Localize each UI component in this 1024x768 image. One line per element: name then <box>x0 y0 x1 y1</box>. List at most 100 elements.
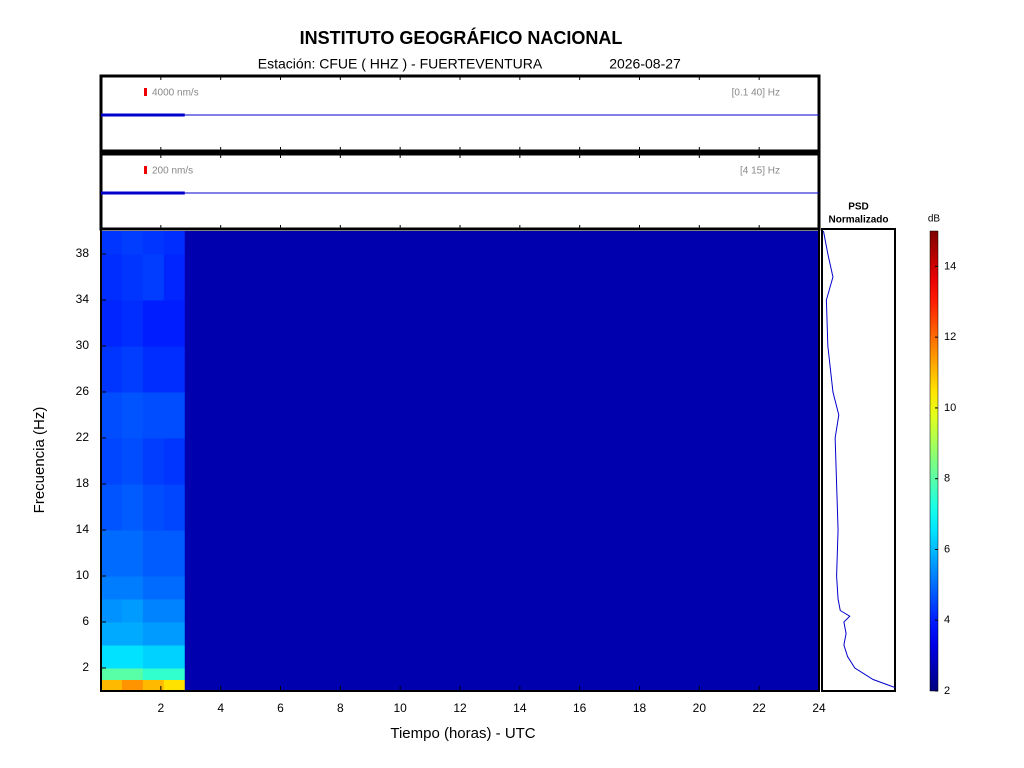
heat-cell <box>101 438 123 485</box>
heat-cell <box>121 576 144 600</box>
psd-line <box>822 230 896 689</box>
x-tick-label: 24 <box>812 701 826 715</box>
heat-cell <box>184 679 820 692</box>
y-tick-label: 38 <box>76 246 90 260</box>
heat-cell <box>121 668 144 680</box>
heat-cell <box>121 300 144 347</box>
heat-cell <box>163 231 186 255</box>
x-tick-label: 14 <box>513 701 527 715</box>
heat-cell <box>163 300 186 347</box>
heat-cell <box>101 679 123 692</box>
title: INSTITUTO GEOGRÁFICO NACIONAL <box>300 27 623 48</box>
heat-cell <box>142 599 165 623</box>
heat-cell <box>184 645 820 669</box>
colorbar-tick-label: 6 <box>944 543 950 555</box>
heat-cell <box>121 599 144 623</box>
y-axis-label: Frecuencia (Hz) <box>31 407 48 514</box>
heat-cell <box>101 645 123 669</box>
x-tick-label: 18 <box>633 701 647 715</box>
heat-cell <box>101 599 123 623</box>
heat-cell <box>163 254 186 301</box>
psd-frame <box>821 228 896 692</box>
x-tick-label: 16 <box>573 701 587 715</box>
heat-cell <box>163 679 186 692</box>
heat-cell <box>121 645 144 669</box>
heat-cell <box>101 484 123 531</box>
heat-cell <box>142 231 165 255</box>
heat-cell <box>121 622 144 646</box>
heat-cell <box>184 254 820 301</box>
colorbar-tick-label: 12 <box>944 331 956 343</box>
heat-cell <box>184 576 820 600</box>
x-axis-label: Tiempo (horas) - UTC <box>390 725 535 742</box>
scale-label: 200 nm/s <box>152 166 193 177</box>
x-tick-label: 2 <box>157 701 164 715</box>
colorbar-tick-label: 4 <box>944 614 950 626</box>
heat-cell <box>121 346 144 393</box>
trace-panel <box>99 152 821 231</box>
heat-cell <box>142 254 165 301</box>
heat-cell <box>163 346 186 393</box>
band-label: [0.1 40] Hz <box>732 88 780 99</box>
y-tick-label: 26 <box>76 384 90 398</box>
psd-title: Normalizado <box>828 215 888 226</box>
heat-cell <box>184 530 820 577</box>
psd-title: PSD <box>848 202 869 213</box>
heat-cell <box>163 645 186 669</box>
heat-cell <box>101 530 123 577</box>
heat-cell <box>121 392 144 439</box>
y-tick-label: 10 <box>76 568 90 582</box>
heat-cell <box>101 668 123 680</box>
heat-cell <box>121 231 144 255</box>
scale-marker <box>144 88 147 96</box>
heat-cell <box>101 392 123 439</box>
colorbar-tick-label: 8 <box>944 473 950 485</box>
heat-cell <box>184 599 820 623</box>
heat-cell <box>184 438 820 485</box>
scale-marker <box>144 166 147 174</box>
heat-cell <box>142 438 165 485</box>
heat-cell <box>163 530 186 577</box>
x-tick-label: 8 <box>337 701 344 715</box>
heat-cell <box>142 622 165 646</box>
heat-cell <box>101 622 123 646</box>
y-tick-label: 14 <box>76 522 90 536</box>
y-tick-label: 22 <box>76 430 90 444</box>
x-tick-label: 10 <box>393 701 407 715</box>
x-tick-label: 22 <box>752 701 766 715</box>
date: 2026-08-27 <box>609 56 681 72</box>
heat-cell <box>142 645 165 669</box>
heat-cell <box>163 622 186 646</box>
heat-cell <box>121 679 144 692</box>
heat-cell <box>142 530 165 577</box>
heat-cell <box>142 668 165 680</box>
heat-cell <box>163 484 186 531</box>
station: Estación: CFUE ( HHZ ) - FUERTEVENTURA <box>258 56 543 72</box>
heat-cell <box>163 438 186 485</box>
heat-cell <box>101 576 123 600</box>
heat-cell <box>184 668 820 680</box>
x-tick-label: 6 <box>277 701 284 715</box>
heat-cell <box>163 576 186 600</box>
y-tick-label: 30 <box>76 338 90 352</box>
heat-cell <box>121 438 144 485</box>
heat-cell <box>163 392 186 439</box>
y-tick-label: 6 <box>82 614 89 628</box>
heat-cell <box>163 668 186 680</box>
colorbar-tick-label: 2 <box>944 685 950 697</box>
colorbar-tick-label: 10 <box>944 402 956 414</box>
x-tick-label: 12 <box>453 701 467 715</box>
heat-cell <box>184 484 820 531</box>
heat-cell <box>121 254 144 301</box>
heat-cell <box>184 300 820 347</box>
y-tick-label: 34 <box>76 292 90 306</box>
colorbar-tick-label: 14 <box>944 260 956 272</box>
heat-cell <box>142 300 165 347</box>
x-tick-label: 20 <box>693 701 707 715</box>
heat-cell <box>184 622 820 646</box>
heat-cell <box>101 346 123 393</box>
heat-cell <box>142 484 165 531</box>
heat-cell <box>101 254 123 301</box>
